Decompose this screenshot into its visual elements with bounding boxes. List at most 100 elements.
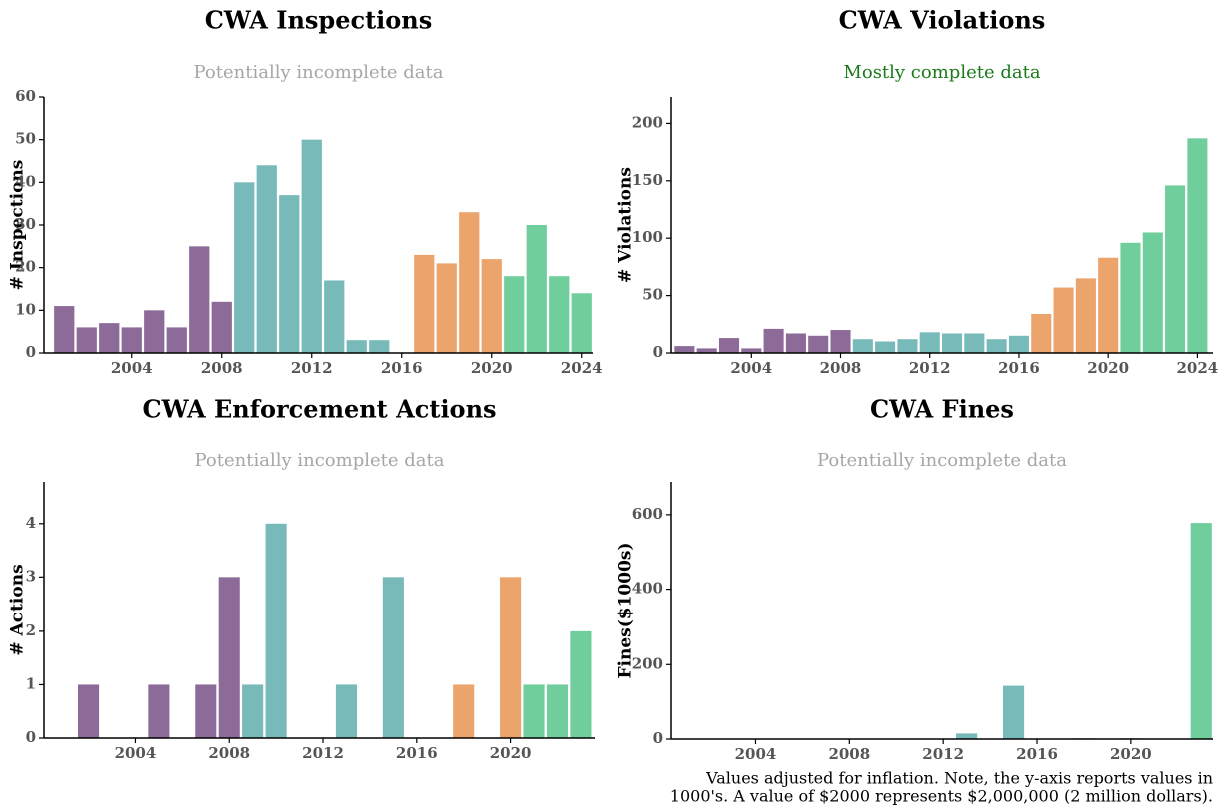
bar: [166, 327, 187, 353]
bar: [570, 630, 592, 738]
x-tick-label: 2012: [302, 744, 344, 762]
bar: [148, 684, 170, 738]
bar: [1031, 313, 1052, 353]
x-tick-label: 2016: [396, 744, 438, 762]
y-tick-label: 4: [26, 514, 36, 532]
bar: [54, 306, 75, 353]
chart-title: CWA Enforcement Actions: [142, 395, 496, 424]
chart-title: CWA Fines: [870, 395, 1014, 424]
y-tick-label: 200: [632, 113, 663, 131]
y-axis-label: # Violations: [616, 167, 636, 283]
x-tick-label: 2008: [820, 359, 862, 377]
x-tick-label: 2016: [381, 359, 423, 377]
bar: [99, 323, 120, 353]
chart-subtitle: Potentially incomplete data: [194, 62, 444, 83]
x-tick-label: 2008: [208, 744, 250, 762]
y-tick-label: 60: [15, 87, 36, 105]
chart-subtitle: Potentially incomplete data: [195, 450, 445, 471]
x-tick-label: 2004: [115, 744, 157, 762]
bar: [76, 327, 97, 353]
bar: [242, 684, 264, 738]
bar: [279, 195, 300, 353]
y-axis-label: # Inspections: [8, 160, 28, 291]
bar: [335, 684, 358, 738]
bar: [763, 328, 784, 353]
bar: [986, 339, 1007, 353]
x-tick-label: 2012: [291, 359, 333, 377]
bar: [481, 259, 502, 353]
y-tick-label: 0: [653, 343, 663, 361]
bar: [436, 263, 457, 353]
bar: [234, 182, 255, 353]
bar: [382, 577, 404, 738]
bar: [741, 348, 762, 353]
bar: [526, 225, 547, 353]
bar: [121, 327, 142, 353]
y-tick-label: 2: [26, 621, 36, 639]
bar: [1053, 287, 1074, 353]
y-tick-label: 400: [632, 580, 663, 598]
bar: [571, 293, 592, 353]
bar: [211, 301, 232, 353]
y-tick-label: 40: [15, 172, 36, 190]
x-tick-label: 2012: [922, 745, 964, 763]
bar: [942, 333, 963, 353]
bar: [919, 332, 940, 353]
bar: [195, 684, 217, 738]
y-tick-label: 20: [15, 258, 36, 276]
bar: [523, 684, 545, 738]
bar: [453, 684, 475, 738]
y-tick-label: 1: [26, 674, 36, 692]
x-tick-label: 2024: [1177, 359, 1219, 377]
y-tick-label: 0: [26, 343, 36, 361]
x-tick-label: 2024: [561, 359, 603, 377]
bar: [144, 310, 165, 353]
bar: [897, 339, 918, 353]
y-tick-label: 30: [15, 215, 36, 233]
bar: [546, 684, 569, 738]
y-tick-label: 0: [26, 728, 36, 746]
bar: [718, 338, 740, 353]
bar: [504, 276, 525, 353]
bar: [1187, 138, 1208, 353]
bar: [674, 346, 695, 353]
x-tick-label: 2016: [1016, 745, 1058, 763]
bar: [785, 333, 806, 353]
x-tick-label: 2004: [730, 359, 772, 377]
bar: [324, 280, 345, 353]
bar: [549, 276, 570, 353]
x-tick-label: 2012: [909, 359, 951, 377]
y-tick-label: 100: [632, 228, 663, 246]
y-tick-label: 200: [632, 654, 663, 672]
bar: [265, 523, 287, 738]
bar: [1098, 257, 1119, 353]
bar: [459, 212, 480, 353]
x-tick-label: 2004: [735, 745, 777, 763]
bar: [830, 330, 851, 353]
y-tick-label: 10: [15, 300, 36, 318]
bar: [301, 139, 322, 353]
bar: [808, 335, 829, 353]
y-axis-label: # Actions: [8, 564, 28, 655]
bar: [414, 254, 435, 353]
x-tick-label: 2008: [201, 359, 243, 377]
bar: [1003, 685, 1025, 739]
bar: [500, 577, 522, 738]
chart-title: CWA Violations: [839, 6, 1046, 35]
chart-subtitle: Mostly complete data: [843, 62, 1040, 83]
bar: [875, 341, 896, 353]
bar: [696, 348, 717, 353]
y-tick-label: 50: [642, 286, 663, 304]
x-tick-label: 2016: [998, 359, 1040, 377]
x-tick-label: 2020: [471, 359, 513, 377]
bar: [346, 340, 367, 353]
bar: [189, 246, 210, 353]
chart-title: CWA Inspections: [205, 6, 433, 35]
bar: [1008, 335, 1029, 353]
y-tick-label: 600: [632, 505, 663, 523]
bar: [964, 333, 985, 353]
bar: [218, 577, 240, 738]
y-tick-label: 150: [632, 171, 663, 189]
bar: [369, 340, 390, 353]
y-tick-label: 0: [653, 729, 663, 747]
